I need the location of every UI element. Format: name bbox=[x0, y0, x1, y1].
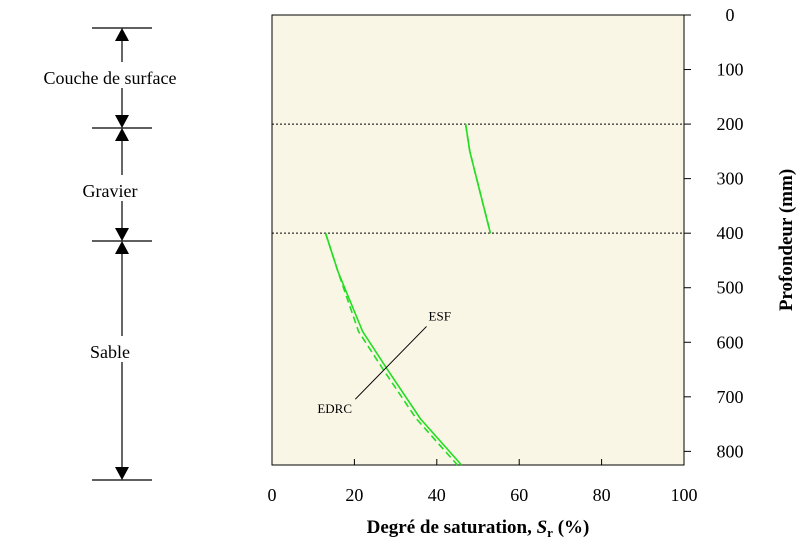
series-line-edrc bbox=[464, 123, 492, 234]
x-axis-title: Degré de saturation, Sr (%) bbox=[367, 517, 590, 540]
layer-diagram: Couche de surface Gravier Sable bbox=[44, 27, 177, 481]
y-tick-label: 200 bbox=[717, 114, 744, 134]
annotation-esf: ESF bbox=[429, 308, 451, 323]
arrow-down-icon bbox=[115, 115, 129, 128]
layer-label: Sable bbox=[90, 342, 130, 362]
x-tick-label: 60 bbox=[510, 485, 528, 505]
y-tick-label: 600 bbox=[717, 332, 744, 352]
y-tick-label: 700 bbox=[717, 387, 744, 407]
arrow-up-icon bbox=[115, 241, 129, 254]
y-tick-label: 0 bbox=[726, 5, 735, 25]
x-tick-label: 40 bbox=[428, 485, 446, 505]
series-line-edrc bbox=[324, 232, 458, 466]
x-tick-label: 0 bbox=[268, 485, 277, 505]
y-tick-label: 400 bbox=[717, 223, 744, 243]
y-tick-label: 500 bbox=[717, 278, 744, 298]
layer-label: Couche de surface bbox=[44, 68, 177, 88]
x-tick-label: 80 bbox=[593, 485, 611, 505]
arrow-down-icon bbox=[115, 467, 129, 480]
arrow-down-icon bbox=[115, 228, 129, 241]
layer-label: Gravier bbox=[83, 181, 138, 201]
annotation-leader-line bbox=[354, 326, 427, 400]
y-axis-title: Profondeur (mm) bbox=[776, 169, 797, 311]
x-tick-label: 20 bbox=[345, 485, 363, 505]
x-tick-label: 100 bbox=[671, 485, 698, 505]
arrow-up-icon bbox=[115, 128, 129, 141]
y-tick-label: 100 bbox=[717, 60, 744, 80]
arrow-up-icon bbox=[115, 28, 129, 41]
y-tick-label: 800 bbox=[717, 441, 744, 461]
annotation-edrc: EDRC bbox=[317, 401, 352, 416]
plot-area bbox=[271, 14, 685, 466]
y-tick-label: 300 bbox=[717, 169, 744, 189]
